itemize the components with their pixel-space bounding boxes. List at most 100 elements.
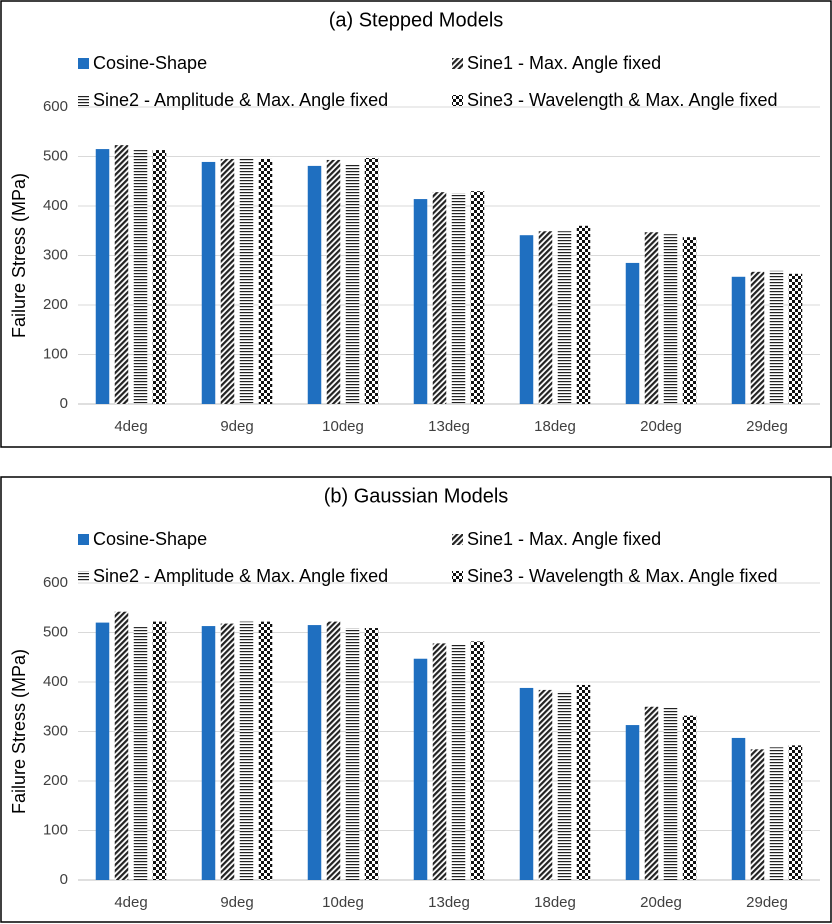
y-tick-label: 0: [60, 871, 68, 888]
chart-title: (b) Gaussian Models: [324, 485, 509, 507]
legend-swatch: [78, 571, 89, 582]
bar: [413, 658, 428, 880]
y-tick-label: 400: [43, 197, 68, 214]
legend-swatch: [452, 534, 463, 545]
bar: [133, 627, 148, 880]
bar: [152, 150, 167, 404]
bar: [750, 749, 765, 880]
bar: [682, 237, 697, 404]
x-tick-label: 29deg: [746, 894, 788, 911]
bar: [152, 621, 167, 880]
x-tick-label: 18deg: [534, 418, 576, 435]
y-tick-label: 400: [43, 673, 68, 690]
y-axis-label: Failure Stress (MPa): [9, 173, 29, 338]
bar: [432, 643, 447, 880]
bar: [451, 644, 466, 880]
legend-label: Cosine-Shape: [93, 53, 207, 73]
x-tick-label: 4deg: [114, 894, 147, 911]
bar: [239, 158, 254, 404]
bar: [788, 273, 803, 404]
legend-swatch: [452, 95, 463, 106]
bar: [538, 689, 553, 880]
x-tick-label: 4deg: [114, 418, 147, 435]
bar: [307, 625, 322, 880]
bar: [95, 622, 110, 880]
x-tick-label: 20deg: [640, 894, 682, 911]
bar: [470, 191, 485, 404]
bar: [470, 641, 485, 880]
bar: [114, 611, 129, 880]
y-tick-label: 200: [43, 772, 68, 789]
x-tick-label: 29deg: [746, 418, 788, 435]
bar: [258, 621, 273, 880]
y-tick-label: 200: [43, 296, 68, 313]
legend-label: Sine1 - Max. Angle fixed: [467, 529, 661, 549]
bar: [201, 626, 216, 880]
y-tick-label: 500: [43, 147, 68, 164]
x-tick-label: 10deg: [322, 418, 364, 435]
bar: [788, 745, 803, 880]
bar: [220, 623, 235, 880]
x-tick-label: 13deg: [428, 418, 470, 435]
y-tick-label: 600: [43, 574, 68, 591]
legend-label: Sine1 - Max. Angle fixed: [467, 53, 661, 73]
x-tick-label: 18deg: [534, 894, 576, 911]
bar: [644, 706, 659, 880]
legend-label: Sine2 - Amplitude & Max. Angle fixed: [93, 90, 388, 110]
bar: [750, 271, 765, 404]
bar: [345, 628, 360, 880]
legend-label: Cosine-Shape: [93, 529, 207, 549]
legend-swatch: [78, 534, 89, 545]
bar: [201, 161, 216, 404]
legend-label: Sine3 - Wavelength & Max. Angle fixed: [467, 90, 778, 110]
bar: [239, 621, 254, 880]
x-tick-label: 9deg: [220, 418, 253, 435]
bar: [451, 193, 466, 404]
y-tick-label: 100: [43, 821, 68, 838]
bar: [769, 270, 784, 404]
bar: [220, 158, 235, 404]
bar: [95, 149, 110, 404]
x-tick-label: 10deg: [322, 894, 364, 911]
legend-label: Sine3 - Wavelength & Max. Angle fixed: [467, 566, 778, 586]
bar: [364, 157, 379, 404]
bar: [625, 725, 640, 880]
chart-title: (a) Stepped Models: [329, 9, 504, 31]
bar: [731, 276, 746, 404]
y-tick-label: 500: [43, 623, 68, 640]
y-tick-label: 300: [43, 722, 68, 739]
bar: [519, 687, 534, 880]
legend-label: Sine2 - Amplitude & Max. Angle fixed: [93, 566, 388, 586]
bar: [625, 262, 640, 404]
y-tick-label: 300: [43, 246, 68, 263]
bar: [731, 737, 746, 880]
legend-swatch: [78, 95, 89, 106]
bar: [345, 163, 360, 404]
y-tick-label: 600: [43, 98, 68, 115]
bar: [557, 691, 572, 880]
bar: [519, 235, 534, 404]
bar: [413, 199, 428, 404]
panel-border: [0, 476, 832, 923]
x-tick-label: 9deg: [220, 894, 253, 911]
bar: [576, 225, 591, 404]
legend-swatch: [78, 58, 89, 69]
legend-swatch: [452, 571, 463, 582]
bar: [326, 621, 341, 880]
legend-swatch: [452, 58, 463, 69]
x-tick-label: 13deg: [428, 894, 470, 911]
y-tick-label: 0: [60, 395, 68, 412]
bar: [769, 747, 784, 880]
x-tick-label: 20deg: [640, 418, 682, 435]
panel-border: [0, 0, 832, 448]
y-axis-label: Failure Stress (MPa): [9, 649, 29, 814]
bar: [114, 145, 129, 405]
bar: [133, 150, 148, 404]
bar: [307, 165, 322, 404]
bar: [644, 232, 659, 404]
bar: [364, 628, 379, 880]
bar: [258, 158, 273, 404]
bar: [326, 159, 341, 404]
bar: [682, 715, 697, 880]
